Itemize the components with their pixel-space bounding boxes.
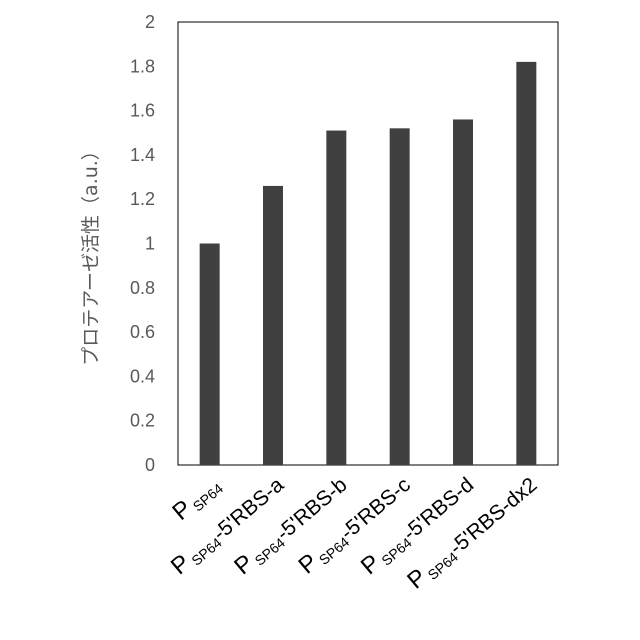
plot-frame: [178, 22, 558, 465]
y-tick-label: 1.2: [130, 189, 155, 209]
y-tick-label: 0.8: [130, 278, 155, 298]
y-tick-label: 0.6: [130, 322, 155, 342]
y-tick-label: 2: [145, 12, 155, 32]
bar: [453, 119, 473, 465]
y-tick-label: 0: [145, 455, 155, 475]
bar: [390, 128, 410, 465]
y-tick-label: 0.4: [130, 366, 155, 386]
y-axis-ticks: 0 0.2 0.4 0.6 0.8 1 1.2 1.4 1.6 1.8 2: [130, 12, 155, 475]
y-tick-label: 1.6: [130, 101, 155, 121]
y-axis-label: プロテアーゼ活性（a.u.）: [80, 141, 102, 366]
x-category-label: PSP64: [167, 471, 226, 527]
x-category-label: PSP64-5'RBS-d: [356, 471, 480, 581]
y-tick-label: 1.4: [130, 145, 155, 165]
y-tick-label: 1.8: [130, 56, 155, 76]
y-tick-label: 0.2: [130, 411, 155, 431]
x-category-label: PSP64-5'RBS-b: [229, 471, 353, 581]
bars: [200, 62, 537, 465]
bar: [516, 62, 536, 465]
bar: [326, 131, 346, 465]
x-category-label: PSP64-5'RBS-c: [294, 471, 417, 580]
x-axis-categories: PSP64PSP64-5'RBS-aPSP64-5'RBS-bPSP64-5'R…: [166, 471, 543, 595]
y-tick-label: 1: [145, 234, 155, 254]
bar: [263, 186, 283, 465]
bar: [200, 244, 220, 466]
